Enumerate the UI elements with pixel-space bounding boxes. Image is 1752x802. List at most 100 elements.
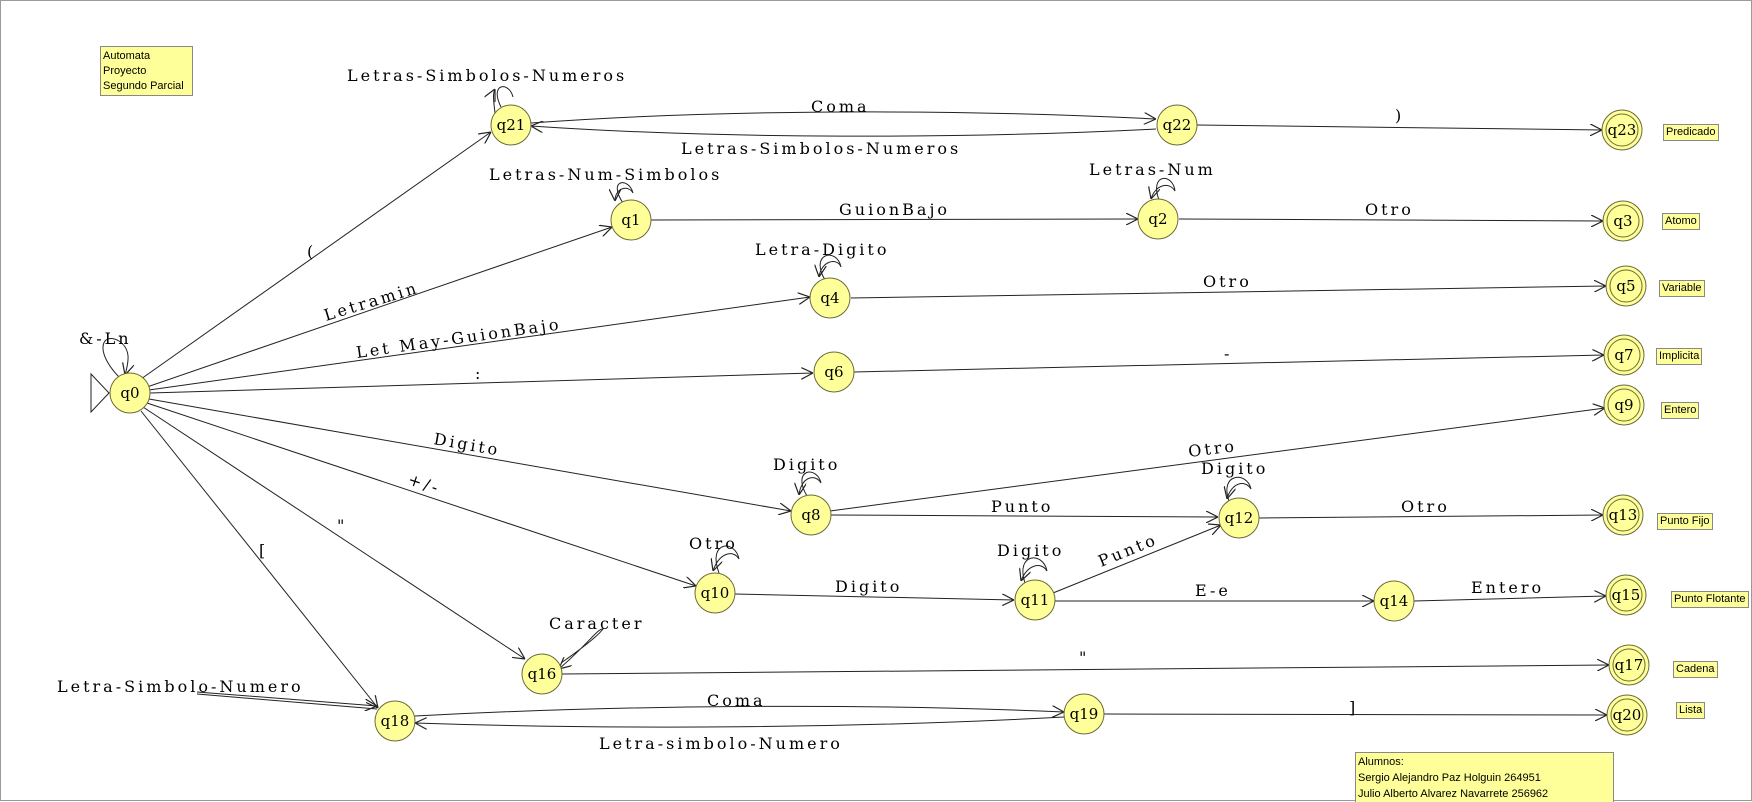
- state-q14: q14: [1373, 580, 1415, 622]
- tag-punto-fijo: Punto Fijo: [1657, 513, 1713, 530]
- edge-q22-q23: [1196, 125, 1602, 130]
- svg-text:q13: q13: [1609, 506, 1638, 524]
- state-q12: q12: [1218, 497, 1260, 539]
- edge-q2-q3: [1178, 219, 1603, 221]
- edge-q12-q13: [1258, 515, 1603, 518]
- tag-lista: Lista: [1676, 702, 1706, 719]
- start-indicator: [90, 372, 110, 414]
- edge-label-q0-self: &-Ln: [79, 329, 132, 348]
- svg-text:q8: q8: [801, 506, 820, 524]
- state-q22: q22: [1156, 104, 1198, 146]
- state-q6: q6: [813, 351, 855, 393]
- edge-label-q18-in: Letra-Simbolo-Numero: [57, 677, 304, 696]
- students-note: Alumnos: Sergio Alejandro Paz Holguin 26…: [1355, 752, 1614, 802]
- edge-q18-q19: [414, 706, 1064, 716]
- svg-text:q10: q10: [701, 584, 730, 602]
- edge-label-q2-q3: Otro: [1365, 200, 1414, 219]
- edge-label-q8-q9: Otro: [1187, 436, 1238, 461]
- tag-atomo: Atomo: [1662, 213, 1700, 230]
- svg-text:q11: q11: [1021, 591, 1050, 609]
- state-q18: q18: [374, 700, 416, 742]
- svg-text:q16: q16: [528, 665, 557, 683]
- edge-label-q22-q21: Letras-Simbolos-Numeros: [681, 139, 961, 158]
- edge-q0-q4: [148, 297, 810, 391]
- edge-label-q18-q19: Coma: [707, 691, 766, 710]
- edge-label-q0-q1: Letramin: [322, 278, 422, 325]
- edge-q21-self: [494, 87, 514, 114]
- edge-label-q11-q12: Punto: [1095, 530, 1160, 571]
- edge-label-q8-q12: Punto: [991, 497, 1053, 516]
- title-note-line-2: Proyecto: [103, 65, 147, 77]
- edge-q4-q5: [850, 286, 1606, 299]
- edge-q4-self: [819, 254, 842, 281]
- edge-q0-q1: [146, 227, 612, 388]
- svg-text:q3: q3: [1613, 212, 1632, 230]
- svg-text:q22: q22: [1163, 116, 1192, 134]
- edge-label-q0-q6: :: [475, 364, 483, 383]
- edge-label-q11-self: Digito: [997, 541, 1064, 560]
- edge-label-q0-q16: ": [337, 516, 347, 535]
- svg-text:q2: q2: [1148, 210, 1167, 228]
- svg-text:q20: q20: [1613, 706, 1642, 724]
- title-note-line-1: Automata: [103, 50, 151, 62]
- edge-label-q12-q13: Otro: [1401, 497, 1450, 516]
- edge-q12-self: [1227, 476, 1252, 502]
- edge-label-q22-q23: ): [1395, 106, 1404, 125]
- edge-q10-self: [713, 545, 740, 574]
- svg-text:q4: q4: [820, 289, 839, 307]
- tag-predicado: Predicado: [1663, 124, 1719, 141]
- state-q2: q2: [1137, 198, 1179, 240]
- state-q10: q10: [694, 572, 736, 614]
- svg-text:q0: q0: [120, 384, 139, 402]
- svg-text:q14: q14: [1380, 592, 1409, 610]
- tag-implicita: Implicita: [1656, 348, 1703, 365]
- state-q0: q0: [109, 372, 151, 414]
- edge-label-q2-self: Letras-Num: [1089, 160, 1216, 179]
- edge-q10-q11: [734, 593, 1014, 600]
- edge-label-q21-self: Letras-Simbolos-Numeros: [347, 66, 627, 85]
- state-q23: q23: [1601, 109, 1643, 151]
- svg-text:q1: q1: [621, 211, 640, 229]
- svg-text:q12: q12: [1225, 509, 1254, 527]
- edge-q0-self: [102, 338, 128, 382]
- edge-q0-q6: [149, 373, 813, 394]
- edge-label-q4-self: Letra-Digito: [755, 240, 889, 259]
- edge-q18-in: [196, 691, 377, 706]
- edge-q0-q16: [142, 406, 525, 659]
- svg-text:q19: q19: [1070, 705, 1099, 723]
- edge-q1-self: [615, 182, 634, 204]
- state-q1: q1: [610, 199, 652, 241]
- state-q3: q3: [1602, 200, 1644, 242]
- state-q16: q16: [521, 653, 563, 695]
- edge-q21-q22: [530, 111, 1156, 123]
- edge-label-q0-q21: (: [307, 242, 316, 261]
- edge-q0-q18: [140, 410, 378, 708]
- state-q20: q20: [1606, 694, 1648, 736]
- edge-q8-self: [799, 471, 822, 497]
- svg-text:q5: q5: [1616, 277, 1635, 295]
- edge-q14-q15: [1413, 596, 1606, 601]
- edge-q11-self: [1021, 557, 1048, 584]
- edge-q8-q9: [829, 408, 1605, 512]
- edge-label-q21-q22: Coma: [811, 97, 870, 116]
- edge-label-q0-q18: [: [259, 541, 268, 560]
- edge-q0-q10: [146, 402, 696, 586]
- edge-label-q19-q18: Letra-simbolo-Numero: [599, 734, 843, 753]
- edge-label-q0-q4: Let May-GuionBajo: [355, 314, 563, 362]
- edge-q18-in-2: [196, 693, 378, 710]
- svg-text:q18: q18: [381, 712, 410, 730]
- state-q19: q19: [1063, 693, 1105, 735]
- state-q4: q4: [809, 277, 851, 319]
- edge-q2-self: [1151, 177, 1176, 200]
- edge-label-q0-q8: Digito: [432, 429, 502, 459]
- svg-text:q21: q21: [497, 116, 526, 134]
- state-q11: q11: [1014, 579, 1056, 621]
- svg-text:q9: q9: [1614, 396, 1633, 414]
- edge-q1-q2: [650, 219, 1138, 220]
- edge-q6-q7: [853, 355, 1604, 373]
- edge-q22-q21: [531, 126, 1157, 137]
- edge-label-q0-q10: +/-: [406, 470, 443, 498]
- state-q5: q5: [1605, 265, 1647, 307]
- students-note-line-1: Alumnos:: [1358, 756, 1404, 768]
